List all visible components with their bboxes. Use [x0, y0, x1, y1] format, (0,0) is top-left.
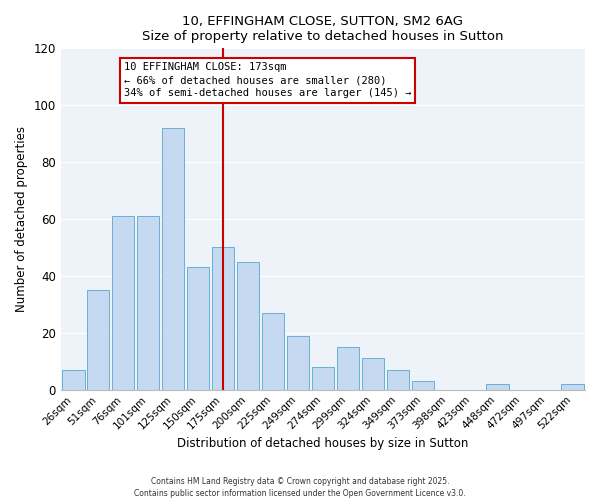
- Bar: [62, 370, 85, 390]
- Bar: [386, 370, 409, 390]
- Bar: [187, 268, 209, 390]
- Text: 10 EFFINGHAM CLOSE: 173sqm
← 66% of detached houses are smaller (280)
34% of sem: 10 EFFINGHAM CLOSE: 173sqm ← 66% of deta…: [124, 62, 411, 98]
- Bar: [237, 262, 259, 390]
- Bar: [412, 381, 434, 390]
- Bar: [87, 290, 109, 390]
- Bar: [311, 367, 334, 390]
- Title: 10, EFFINGHAM CLOSE, SUTTON, SM2 6AG
Size of property relative to detached house: 10, EFFINGHAM CLOSE, SUTTON, SM2 6AG Siz…: [142, 15, 503, 43]
- Y-axis label: Number of detached properties: Number of detached properties: [15, 126, 28, 312]
- Bar: [262, 313, 284, 390]
- Text: Contains HM Land Registry data © Crown copyright and database right 2025.
Contai: Contains HM Land Registry data © Crown c…: [134, 476, 466, 498]
- X-axis label: Distribution of detached houses by size in Sutton: Distribution of detached houses by size …: [177, 437, 469, 450]
- Bar: [112, 216, 134, 390]
- Bar: [362, 358, 384, 390]
- Bar: [337, 347, 359, 390]
- Bar: [487, 384, 509, 390]
- Bar: [561, 384, 584, 390]
- Bar: [287, 336, 309, 390]
- Bar: [212, 248, 234, 390]
- Bar: [162, 128, 184, 390]
- Bar: [137, 216, 160, 390]
